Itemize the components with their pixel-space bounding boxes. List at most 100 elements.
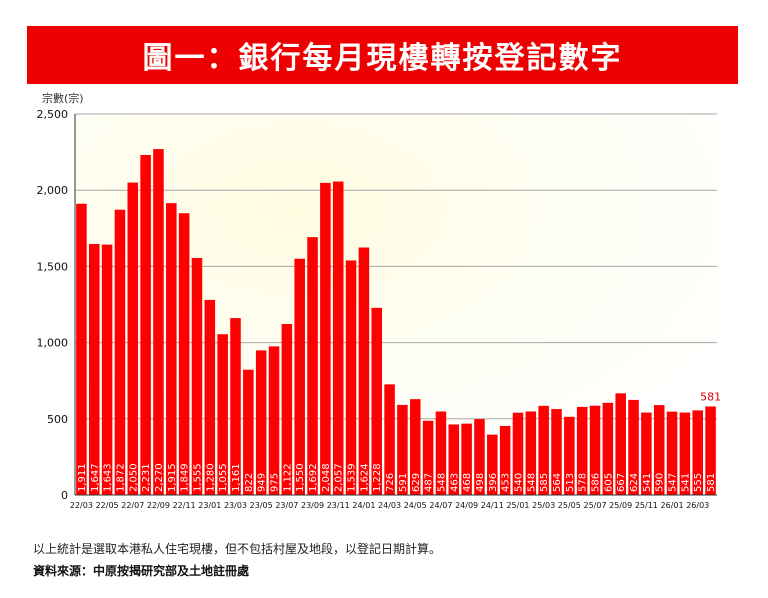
footnote: 以上統計是選取本港私人住宅現樓，但不包括村屋及地段，以登記日期計算。 bbox=[33, 542, 442, 556]
y-axis-label: 宗數(宗) bbox=[42, 92, 84, 105]
x-tick-label: 24/07 bbox=[429, 501, 452, 510]
bar-value-label: 498 bbox=[475, 473, 486, 492]
x-tick-label: 25/11 bbox=[635, 501, 658, 510]
x-tick-label: 25/03 bbox=[532, 501, 555, 510]
x-tick-label: 23/09 bbox=[301, 501, 324, 510]
bar-value-label: 1,647 bbox=[90, 463, 101, 492]
bar bbox=[615, 393, 626, 495]
bar-value-label: 1,692 bbox=[308, 463, 319, 492]
bar-value-label: 2,050 bbox=[128, 463, 139, 492]
bar-value-label: 726 bbox=[385, 473, 396, 492]
bar-value-label: 548 bbox=[526, 473, 537, 492]
x-tick-label: 22/03 bbox=[70, 501, 93, 510]
bar bbox=[435, 411, 447, 495]
bar bbox=[294, 258, 305, 495]
data-source: 資料來源：中原按揭研究部及土地註冊處 bbox=[33, 564, 250, 578]
bar bbox=[538, 405, 549, 495]
x-tick-label: 23/05 bbox=[250, 501, 273, 510]
bar-value-label: 541 bbox=[642, 473, 653, 492]
bar bbox=[127, 182, 139, 495]
x-tick-label: 25/09 bbox=[609, 501, 632, 510]
x-tick-label: 26/01 bbox=[661, 501, 684, 510]
x-tick-label: 23/11 bbox=[327, 501, 350, 510]
bar bbox=[461, 423, 472, 495]
y-tick-label: 0 bbox=[61, 489, 68, 502]
bar bbox=[576, 406, 588, 495]
x-tick-label: 24/09 bbox=[455, 501, 478, 510]
bar bbox=[371, 307, 383, 495]
bar bbox=[448, 424, 460, 495]
bar-value-label: 2,057 bbox=[334, 463, 345, 492]
bar bbox=[525, 411, 537, 495]
bar-value-label: 548 bbox=[436, 473, 447, 492]
bar-value-label: 1,228 bbox=[372, 463, 383, 492]
bar bbox=[345, 260, 357, 495]
bar-value-label: 1,550 bbox=[295, 463, 306, 492]
y-tick-label: 2,000 bbox=[37, 184, 69, 197]
bar bbox=[512, 412, 524, 495]
bar-value-label: 463 bbox=[449, 473, 460, 492]
bar bbox=[140, 154, 151, 495]
bar bbox=[653, 405, 665, 495]
bar bbox=[551, 409, 562, 495]
chart-title: 圖一：銀行每月現樓轉按登記數字 bbox=[27, 26, 738, 84]
bar-value-label: 1,555 bbox=[192, 463, 203, 492]
bar bbox=[602, 402, 614, 495]
bar bbox=[666, 411, 678, 495]
bar bbox=[191, 258, 203, 495]
x-tick-label: 23/07 bbox=[275, 501, 298, 510]
y-tick-label: 1,000 bbox=[37, 337, 69, 350]
bar bbox=[76, 203, 87, 495]
bar bbox=[409, 399, 421, 495]
bar bbox=[204, 299, 216, 495]
bar-value-label: 624 bbox=[629, 473, 640, 492]
x-tick-label: 25/07 bbox=[583, 501, 606, 510]
bar-value-label: 667 bbox=[616, 473, 627, 492]
bar bbox=[628, 399, 639, 495]
bar bbox=[692, 410, 704, 495]
bar-value-label: 2,048 bbox=[321, 463, 332, 492]
bar-value-label: 1,849 bbox=[180, 463, 191, 492]
bar-value-label: 1,872 bbox=[115, 463, 126, 492]
bar-value-label: 540 bbox=[513, 473, 524, 492]
bar-chart: 1,911 1,647 1,643 1,872 2,050 2,231 2,270 1,915… bbox=[37, 108, 722, 510]
bar-value-label: 1,280 bbox=[205, 463, 216, 492]
bar bbox=[166, 203, 177, 496]
bar-value-label: 605 bbox=[603, 473, 614, 492]
bar-value-label: 468 bbox=[462, 473, 473, 492]
bar bbox=[397, 404, 408, 495]
bar bbox=[307, 237, 318, 495]
last-value-label: 581 bbox=[700, 390, 721, 403]
bar bbox=[217, 334, 228, 495]
bar-value-label: 591 bbox=[398, 473, 409, 492]
bar-value-label: 949 bbox=[257, 473, 268, 492]
bar bbox=[384, 384, 395, 495]
bar bbox=[679, 412, 691, 495]
bar bbox=[705, 406, 716, 495]
bar bbox=[281, 324, 293, 495]
x-tick-label: 22/07 bbox=[121, 501, 144, 510]
bar-value-label: 822 bbox=[244, 473, 255, 492]
bar bbox=[255, 350, 267, 495]
bar-value-label: 487 bbox=[424, 473, 435, 492]
bar bbox=[422, 420, 434, 495]
bar-value-label: 1,539 bbox=[347, 463, 358, 492]
bar-value-label: 585 bbox=[539, 473, 550, 492]
bar-value-label: 629 bbox=[411, 473, 422, 492]
bar bbox=[230, 318, 241, 495]
bar bbox=[101, 244, 113, 495]
bar-value-label: 590 bbox=[655, 473, 666, 492]
bar-value-label: 564 bbox=[552, 473, 563, 492]
bar bbox=[178, 213, 190, 495]
bar bbox=[474, 419, 485, 495]
bar-value-label: 1,055 bbox=[218, 463, 229, 492]
bar bbox=[564, 416, 575, 495]
bar-value-label: 547 bbox=[668, 473, 679, 492]
x-tick-label: 24/11 bbox=[481, 501, 504, 510]
y-tick-label: 1,500 bbox=[37, 260, 69, 273]
x-tick-label: 22/11 bbox=[173, 501, 196, 510]
bar-value-label: 586 bbox=[591, 473, 602, 492]
bar-value-label: 578 bbox=[578, 473, 589, 492]
bar-value-label: 541 bbox=[680, 473, 691, 492]
x-tick-label: 24/03 bbox=[378, 501, 401, 510]
